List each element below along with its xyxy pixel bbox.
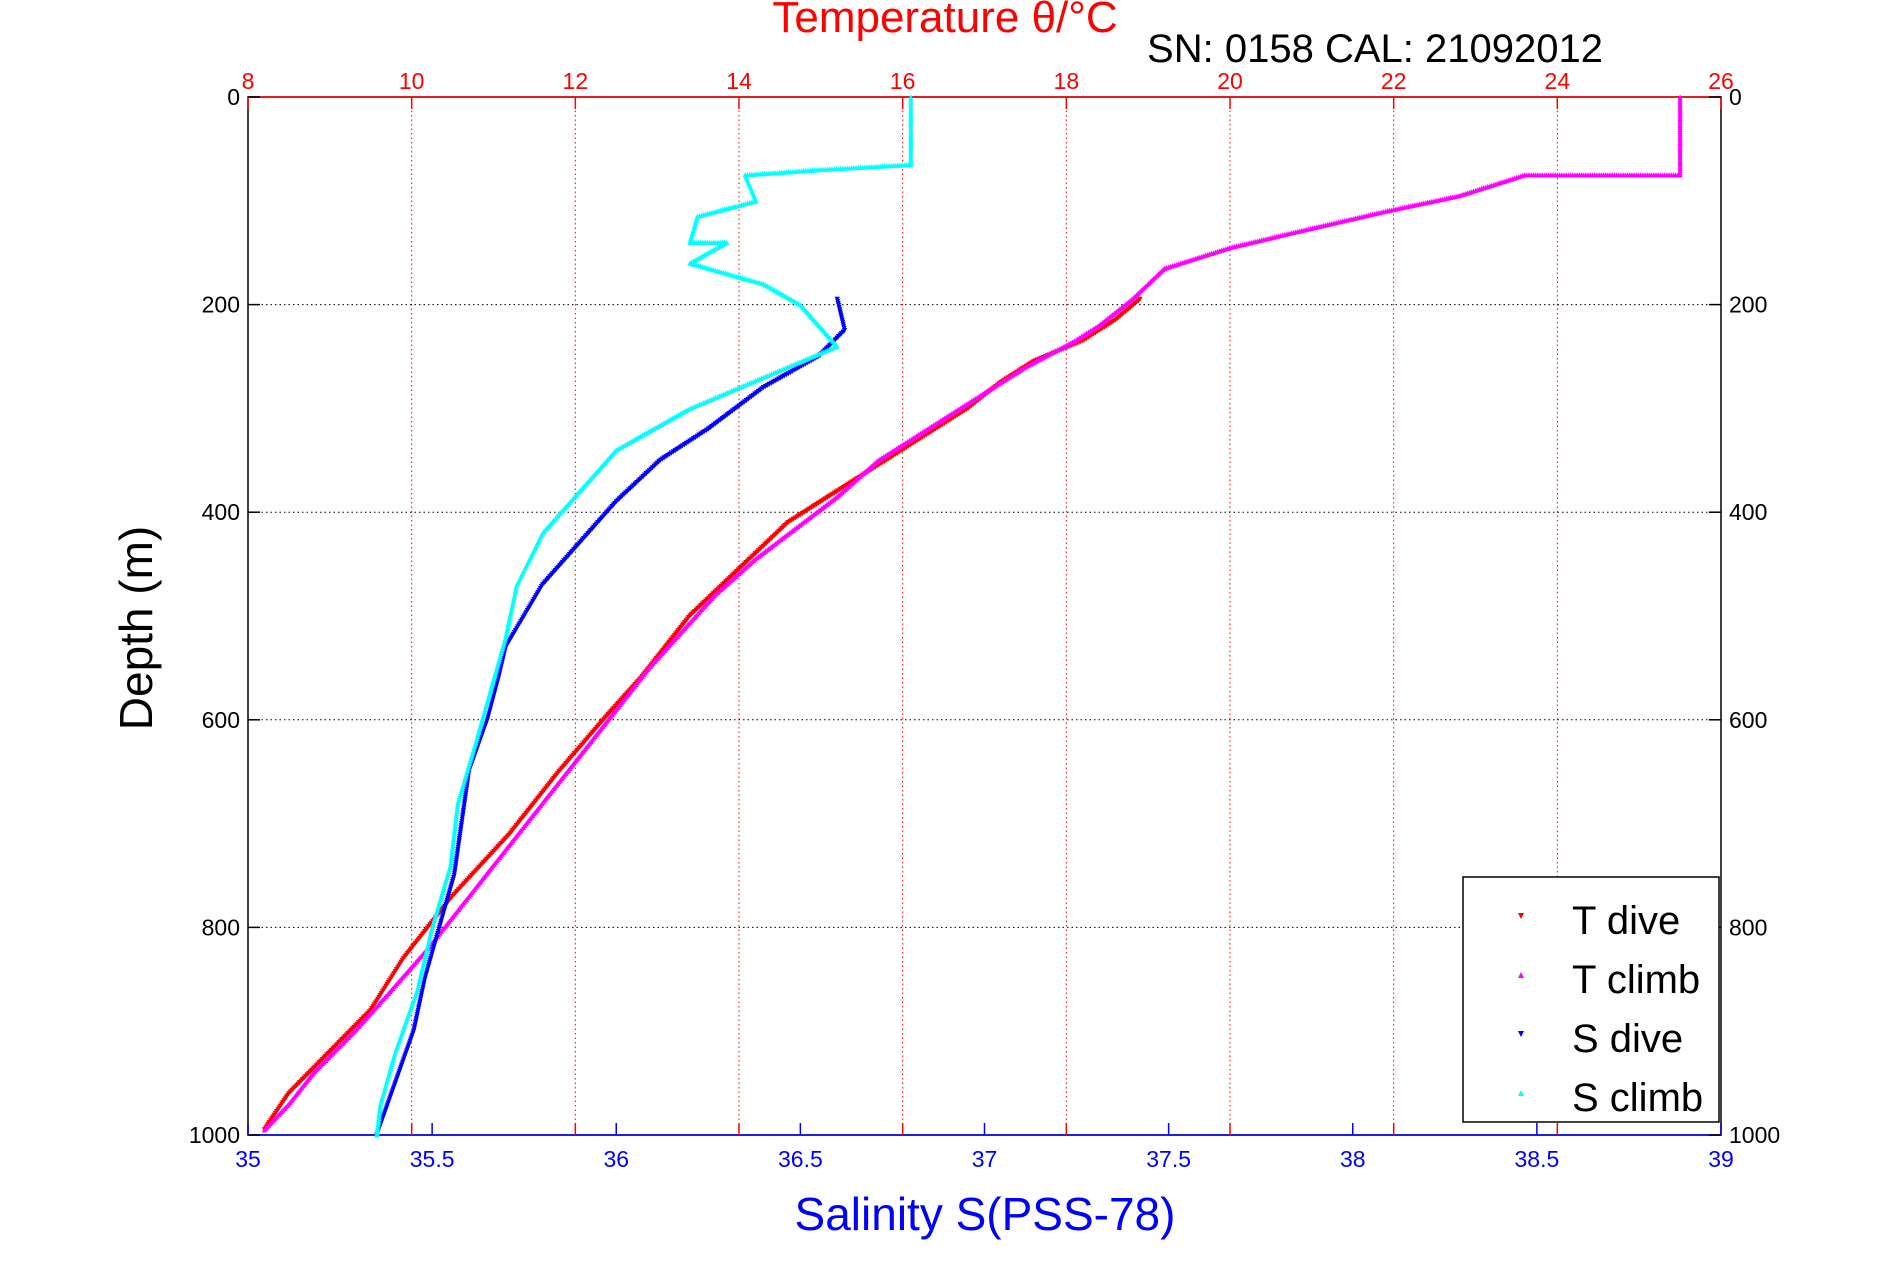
temperature-tick-label: 8 [242, 68, 255, 94]
temperature-tick-label: 14 [726, 68, 752, 94]
data-point-s-climb [450, 841, 456, 847]
depth-tick-label-left: 400 [202, 499, 240, 525]
depth-tick-label-left: 200 [202, 292, 240, 318]
data-point-s-climb [451, 832, 457, 838]
salinity-tick-label: 37.5 [1146, 1146, 1191, 1172]
salinity-tick-label: 36 [603, 1146, 629, 1172]
salinity-tick-label: 38 [1340, 1146, 1366, 1172]
depth-tick-label-left: 600 [202, 707, 240, 733]
y-axis-title: Depth (m) [110, 526, 162, 730]
data-point-s-climb [452, 821, 458, 827]
legend-box [1462, 876, 1720, 1123]
depth-tick-label-right: 1000 [1729, 1122, 1780, 1148]
data-point-s-climb [449, 847, 455, 853]
temperature-tick-label: 26 [1708, 68, 1734, 94]
legend-marker [1518, 913, 1524, 919]
temperature-tick-label: 22 [1381, 68, 1407, 94]
data-point-s-climb [374, 1132, 380, 1138]
data-point-s-climb [451, 834, 457, 840]
data-point-s-climb [454, 808, 460, 815]
salinity-tick-label: 39 [1708, 1146, 1734, 1172]
salinity-tick-label: 36.5 [778, 1146, 823, 1172]
data-point-s-climb [454, 810, 460, 817]
data-point-s-climb [451, 830, 457, 836]
depth-tick-label-right: 400 [1729, 499, 1767, 525]
series-t-dive [261, 296, 1143, 1133]
depth-tick-label-right: 0 [1729, 84, 1742, 110]
data-point-s-climb [450, 836, 457, 842]
legend-marker [1518, 1090, 1524, 1096]
data-point-s-climb [453, 813, 459, 819]
legend: T dive T climb S dive S climb [1462, 876, 1720, 1123]
depth-tick-label-left: 1000 [189, 1122, 240, 1148]
chart-subtitle: SN: 0158 CAL: 21092012 [1147, 27, 1603, 71]
depth-tick-label-right: 800 [1729, 914, 1767, 940]
temperature-tick-label: 18 [1054, 68, 1080, 94]
depth-tick-label-left: 800 [202, 914, 240, 940]
data-point-s-climb [452, 828, 458, 834]
data-point-t-climb [261, 1127, 267, 1133]
temperature-tick-label: 10 [399, 68, 425, 94]
chart-title: Temperature θ/°C [772, 0, 1117, 42]
data-point-s-climb [448, 853, 455, 860]
depth-tick-label-left: 0 [227, 84, 240, 110]
data-point-s-climb [454, 806, 460, 812]
legend-label: S climb [1572, 1076, 1703, 1120]
data-point-s-climb [455, 800, 461, 806]
data-point-s-climb [453, 815, 459, 821]
data-point-s-climb [448, 860, 454, 866]
legend-label: S dive [1572, 1017, 1683, 1061]
series-s-dive [374, 296, 848, 1138]
data-point-s-climb [449, 851, 455, 857]
x-axis-title: Salinity S(PSS-78) [795, 1188, 1176, 1240]
series-s-climb [374, 94, 914, 1138]
data-point-s-climb [450, 838, 456, 845]
data-point-s-climb [455, 802, 461, 808]
data-point-s-climb [453, 817, 459, 823]
data-point-s-climb [454, 804, 460, 810]
temperature-tick-label: 16 [890, 68, 916, 94]
data-point-s-climb [449, 845, 456, 851]
salinity-tick-label: 35 [235, 1146, 261, 1172]
temperature-tick-label: 24 [1545, 68, 1571, 94]
legend-marker [1518, 972, 1524, 978]
data-point-s-climb [452, 826, 458, 832]
data-point-s-climb [453, 819, 459, 825]
data-point-s-climb [450, 843, 456, 849]
legend-label: T dive [1572, 899, 1680, 943]
salinity-tick-label: 38.5 [1514, 1146, 1559, 1172]
data-marks [261, 94, 1683, 1138]
data-point-s-climb [452, 823, 458, 830]
salinity-tick-label: 35.5 [410, 1146, 455, 1172]
data-point-s-climb [449, 849, 455, 855]
depth-tick-label-right: 200 [1729, 292, 1767, 318]
series-t-climb [261, 94, 1683, 1133]
temperature-tick-label: 12 [563, 68, 589, 94]
data-point-s-climb [448, 856, 454, 862]
legend-label: T climb [1572, 958, 1700, 1002]
temperature-tick-label: 20 [1217, 68, 1243, 94]
data-point-s-climb [448, 858, 454, 864]
legend-marker [1518, 1031, 1524, 1037]
depth-tick-label-right: 600 [1729, 707, 1767, 733]
salinity-tick-label: 37 [972, 1146, 998, 1172]
